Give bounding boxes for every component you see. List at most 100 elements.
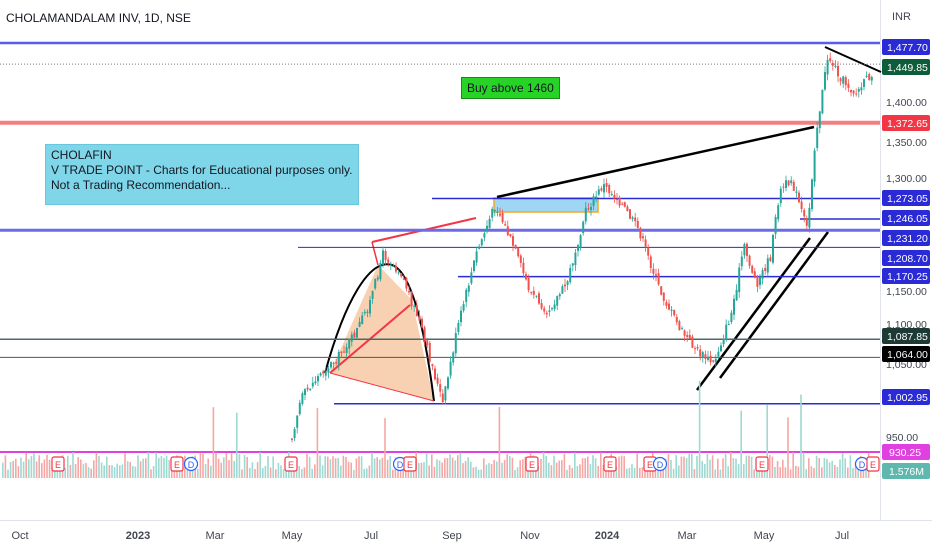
volume-bar — [298, 466, 300, 478]
candle-body — [626, 206, 629, 212]
volume-bar — [665, 458, 667, 478]
earnings-marker[interactable] — [525, 456, 539, 472]
volume-bar — [282, 469, 285, 478]
volume-bar — [121, 464, 124, 478]
volume-bar — [397, 466, 399, 478]
candle-body — [590, 206, 592, 210]
candle-body — [371, 290, 374, 299]
earnings-marker[interactable] — [403, 456, 417, 472]
earnings-marker[interactable] — [284, 456, 298, 472]
earnings-marker[interactable] — [170, 456, 184, 472]
volume-bar — [636, 453, 638, 478]
volume-bar — [639, 467, 641, 478]
volume-bar — [399, 469, 402, 478]
candle-body — [551, 308, 553, 310]
volume-bar — [100, 462, 103, 478]
candle-body — [623, 202, 626, 207]
volume-bar — [836, 466, 839, 478]
volume-bar — [623, 456, 625, 478]
volume-bar — [51, 466, 53, 478]
volume-bar — [849, 455, 852, 478]
candle-body — [296, 415, 299, 428]
candle-body — [304, 389, 306, 396]
earnings-marker[interactable] — [603, 456, 617, 472]
symbol-title[interactable]: CHOLAMANDALAM INV, 1D, NSE — [6, 11, 191, 25]
volume-bar — [568, 465, 571, 478]
candle-body — [855, 93, 858, 95]
volume-bar — [64, 467, 66, 478]
volume-bar — [28, 459, 30, 478]
volume-bar — [771, 456, 774, 478]
earnings-marker[interactable] — [866, 456, 880, 472]
candle-body — [317, 376, 319, 382]
volume-bar — [514, 469, 516, 478]
dividend-marker[interactable] — [183, 456, 199, 472]
volume-bar — [342, 455, 345, 478]
candle-body — [769, 257, 772, 262]
price-tag-label: 1,087.85 — [887, 331, 928, 343]
volume-bar — [225, 452, 228, 478]
candle-body — [361, 315, 364, 325]
candle-body — [408, 290, 410, 293]
volume-bar — [103, 465, 105, 478]
volume-bar — [750, 456, 753, 478]
volume-bar — [498, 407, 501, 478]
candle-body — [569, 267, 572, 283]
volume-ma-tag — [882, 444, 930, 460]
earnings-marker[interactable] — [755, 456, 769, 472]
currency-label[interactable]: INR — [892, 11, 911, 23]
event-marker-label: D — [859, 460, 866, 470]
candle-body — [556, 296, 559, 306]
volume-bar — [566, 469, 568, 478]
volume-bar — [490, 464, 493, 478]
volume-bar — [204, 464, 207, 478]
volume-bar — [784, 467, 787, 478]
candle-body — [293, 429, 296, 439]
red-link-line — [371, 241, 379, 266]
volume-bar — [366, 468, 368, 478]
volume-bar — [561, 460, 563, 478]
volume-bar — [763, 467, 766, 478]
price-tag-label: 1,246.05 — [887, 213, 928, 225]
volume-bar — [743, 463, 745, 478]
candle-body — [644, 239, 647, 247]
candle-body — [595, 196, 598, 198]
falling-trendline — [824, 46, 882, 73]
candle-body — [353, 332, 356, 338]
candle-body — [603, 184, 605, 193]
volume-bar — [618, 456, 620, 478]
volume-bar — [20, 457, 22, 478]
event-marker-label: E — [288, 460, 294, 470]
candle-body — [857, 88, 860, 92]
candle-body — [478, 246, 481, 249]
price-tag — [882, 190, 930, 206]
volume-bar — [553, 455, 555, 478]
plot-area[interactable] — [0, 0, 880, 520]
volume-bar — [418, 462, 420, 478]
candle-body — [527, 277, 530, 291]
dividend-marker[interactable] — [652, 456, 668, 472]
candle-body — [447, 377, 449, 389]
volume-bar — [589, 464, 592, 478]
candle-body — [465, 289, 468, 303]
candle-body — [668, 303, 670, 310]
candle-body — [291, 438, 293, 440]
earnings-marker[interactable] — [51, 456, 65, 472]
candle-body — [491, 208, 494, 218]
volume-bar — [714, 469, 716, 478]
candle-body — [350, 334, 353, 342]
volume-bar — [462, 463, 464, 478]
price-tick-label: 1,300.00 — [886, 173, 927, 185]
volume-bar — [776, 461, 779, 478]
volume-bar — [766, 404, 768, 478]
volume-bar — [308, 456, 311, 478]
candle-body — [330, 362, 332, 368]
volume-bar — [353, 469, 355, 478]
candle-body — [811, 179, 813, 210]
candle-body — [434, 368, 436, 380]
candle-body — [309, 388, 312, 390]
volume-bar — [314, 464, 316, 478]
price-tag — [882, 268, 930, 284]
